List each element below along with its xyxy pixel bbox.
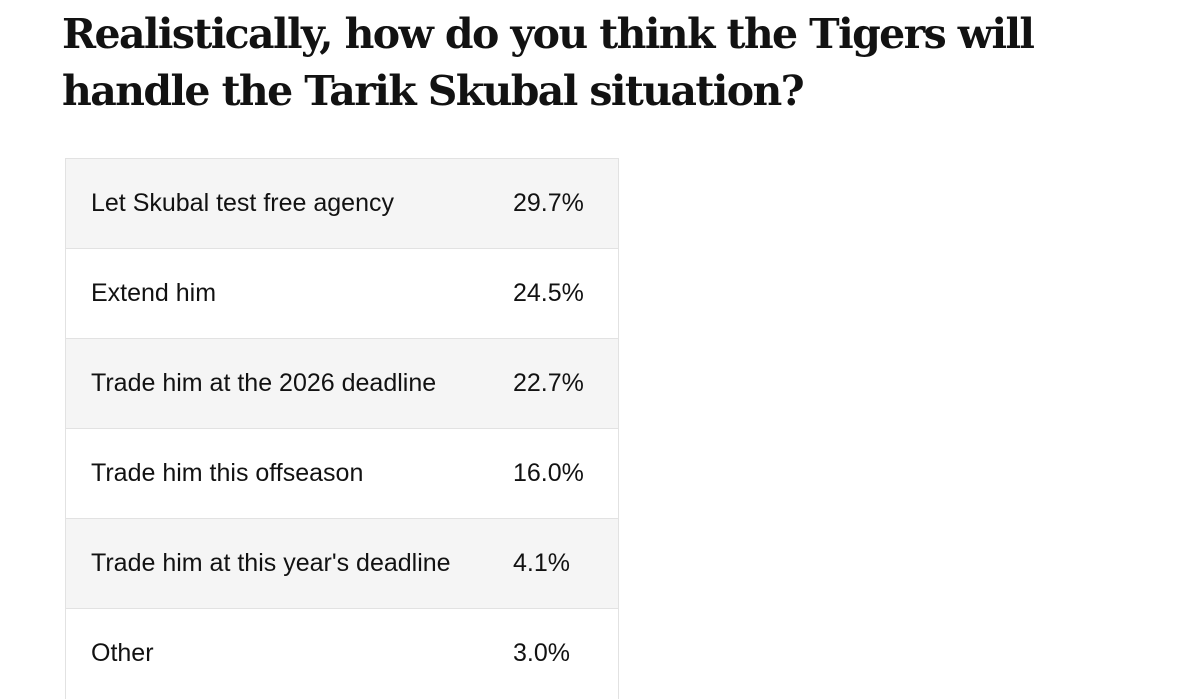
poll-option-label: Trade him this offseason: [91, 459, 364, 487]
poll-result-row: Let Skubal test free agency 29.7%: [66, 159, 618, 249]
poll-option-percentage: 4.1%: [513, 549, 570, 577]
poll-option-percentage: 24.5%: [513, 279, 584, 307]
poll-results-table: Let Skubal test free agency 29.7% Extend h…: [65, 158, 619, 699]
poll-result-row: Trade him this offseason 16.0%: [66, 429, 618, 519]
poll-option-label: Trade him at the 2026 deadline: [91, 369, 437, 397]
poll-option-label: Let Skubal test free agency: [91, 189, 394, 217]
poll-option-percentage: 29.7%: [513, 189, 584, 217]
poll-result-row: Trade him at this year's deadline 4.1%: [66, 519, 618, 609]
poll-result-row: Extend him 24.5%: [66, 249, 618, 339]
poll-result-row: Other 3.0%: [66, 609, 618, 699]
poll-option-label: Trade him at this year's deadline: [91, 549, 451, 577]
poll-question-headline: Realistically, how do you think the Tige…: [62, 10, 1035, 115]
poll-option-percentage: 3.0%: [513, 639, 570, 667]
poll-option-label: Extend him: [91, 279, 217, 307]
poll-option-percentage: 22.7%: [513, 369, 584, 397]
poll-option-percentage: 16.0%: [513, 459, 584, 487]
poll-result-row: Trade him at the 2026 deadline 22.7%: [66, 339, 618, 429]
poll-option-label: Other: [91, 639, 154, 667]
